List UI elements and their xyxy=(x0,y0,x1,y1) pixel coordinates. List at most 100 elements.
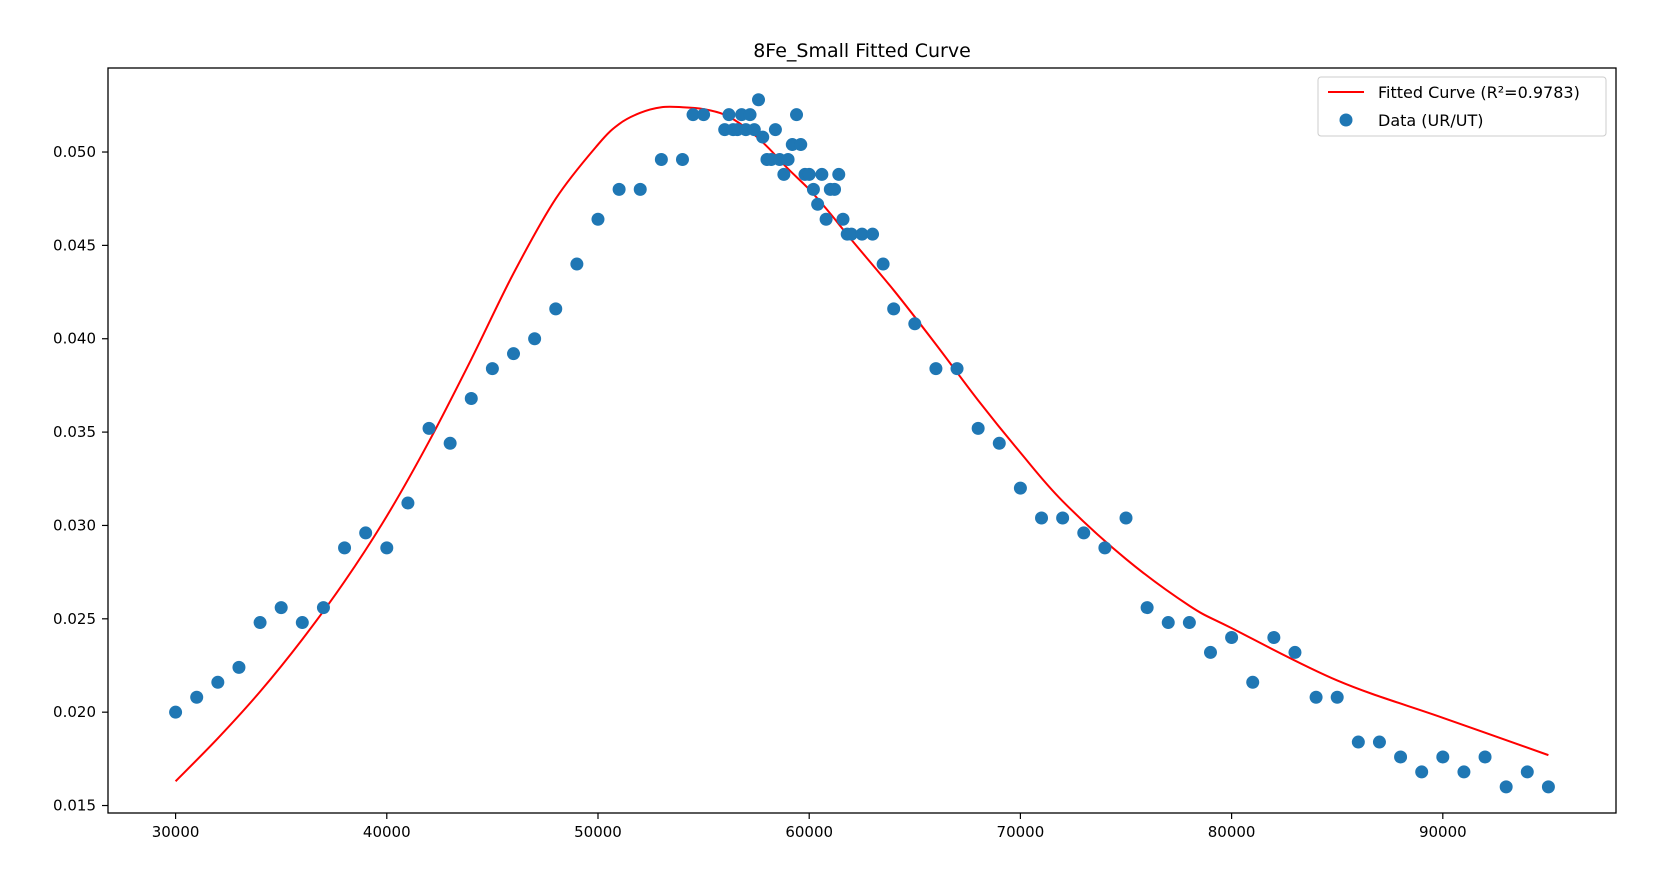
data-point xyxy=(1077,526,1091,540)
plot-content xyxy=(169,93,1555,794)
y-tick-label: 0.025 xyxy=(53,610,96,628)
data-point xyxy=(756,130,770,144)
chart-title: 8Fe_Small Fitted Curve xyxy=(753,40,971,62)
data-point xyxy=(338,541,352,555)
data-point xyxy=(971,421,985,435)
data-point xyxy=(1056,511,1070,525)
data-point xyxy=(443,436,457,450)
data-point xyxy=(1541,780,1555,794)
data-point xyxy=(1457,765,1471,779)
data-point xyxy=(1013,481,1027,495)
y-tick-label: 0.040 xyxy=(53,330,96,348)
data-point xyxy=(675,152,689,166)
data-point xyxy=(549,302,563,316)
x-tick-label: 30000 xyxy=(152,823,200,841)
data-point xyxy=(794,138,808,152)
data-point xyxy=(359,526,373,540)
data-point xyxy=(887,302,901,316)
data-point xyxy=(380,541,394,555)
x-axis: 30000 40000 50000 60000 70000 80000 90000 xyxy=(152,813,1467,841)
y-tick-label: 0.030 xyxy=(53,516,96,534)
data-point xyxy=(828,182,842,196)
data-point xyxy=(401,496,415,510)
data-point xyxy=(485,362,499,376)
data-point xyxy=(274,601,288,615)
data-point xyxy=(815,167,829,181)
data-point xyxy=(1309,690,1323,704)
data-point xyxy=(1394,750,1408,764)
data-point xyxy=(570,257,584,271)
legend-label-data: Data (UR/UT) xyxy=(1378,111,1483,130)
data-point xyxy=(1246,675,1260,689)
data-point xyxy=(832,167,846,181)
y-tick-label: 0.045 xyxy=(53,236,96,254)
legend-box xyxy=(1317,76,1607,137)
data-point xyxy=(1035,511,1049,525)
data-point xyxy=(866,227,880,241)
data-point xyxy=(1225,630,1239,644)
data-point xyxy=(253,616,267,630)
data-point xyxy=(169,705,183,719)
data-point xyxy=(633,182,647,196)
data-point xyxy=(1288,645,1302,659)
data-point xyxy=(190,690,204,704)
data-point xyxy=(1372,735,1386,749)
data-point xyxy=(747,123,761,137)
x-tick-label: 70000 xyxy=(997,823,1045,841)
x-tick-label: 50000 xyxy=(574,823,622,841)
data-point xyxy=(528,332,542,346)
data-point xyxy=(929,362,943,376)
legend-scatter-marker xyxy=(1339,113,1353,127)
data-point xyxy=(844,227,858,241)
data-point xyxy=(1330,690,1344,704)
data-point xyxy=(232,660,246,674)
data-point xyxy=(855,227,869,241)
y-tick-label: 0.015 xyxy=(53,797,96,815)
data-point xyxy=(836,212,850,226)
data-point xyxy=(1203,645,1217,659)
data-point xyxy=(211,675,225,689)
data-point xyxy=(316,601,330,615)
x-tick-label: 60000 xyxy=(785,823,833,841)
axes-frame xyxy=(107,67,1617,814)
data-point xyxy=(686,108,700,122)
data-point xyxy=(781,152,795,166)
data-point xyxy=(591,212,605,226)
data-point xyxy=(992,436,1006,450)
data-point xyxy=(422,421,436,435)
data-point xyxy=(790,108,804,122)
data-point xyxy=(612,182,626,196)
y-tick-label: 0.035 xyxy=(53,423,96,441)
data-point xyxy=(743,108,757,122)
data-point xyxy=(876,257,890,271)
fitted-curve-line xyxy=(174,105,1549,782)
data-point xyxy=(819,212,833,226)
data-point xyxy=(722,108,736,122)
legend: Fitted Curve (R²=0.9783) Data (UR/UT) xyxy=(1317,76,1607,137)
data-point xyxy=(1119,511,1133,525)
data-point xyxy=(950,362,964,376)
data-point xyxy=(1161,616,1175,630)
data-point xyxy=(811,197,825,211)
data-point xyxy=(908,317,922,331)
y-axis: 0.015 0.020 0.025 0.030 0.035 0.040 0.045 0.050 xyxy=(53,143,108,815)
data-point xyxy=(802,167,816,181)
y-tick-label: 0.050 xyxy=(53,143,96,161)
data-point xyxy=(1140,601,1154,615)
data-point xyxy=(1182,616,1196,630)
legend-label-fitted-curve: Fitted Curve (R²=0.9783) xyxy=(1378,83,1580,102)
data-point xyxy=(295,616,309,630)
x-tick-label: 40000 xyxy=(363,823,411,841)
data-point xyxy=(654,152,668,166)
data-point xyxy=(1351,735,1365,749)
data-point xyxy=(1520,765,1534,779)
data-point xyxy=(697,108,711,122)
data-point xyxy=(464,391,478,405)
data-point xyxy=(768,123,782,137)
data-point xyxy=(1436,750,1450,764)
data-point xyxy=(752,93,766,107)
y-tick-label: 0.020 xyxy=(53,703,96,721)
data-point xyxy=(1415,765,1429,779)
data-point xyxy=(1478,750,1492,764)
